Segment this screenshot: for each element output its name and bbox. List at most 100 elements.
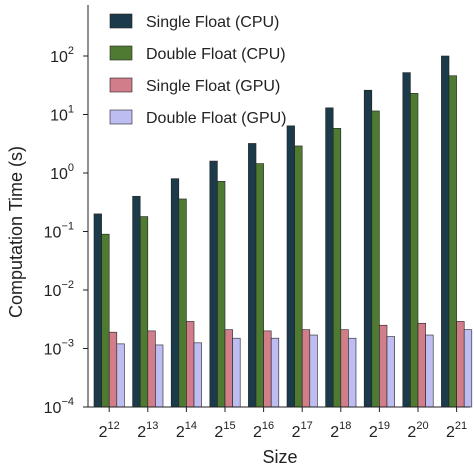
bars-layer (93, 55, 473, 408)
x-tick-base: 2 (407, 424, 416, 441)
bar-s1-c6 (332, 128, 342, 408)
axes-layer (87, 5, 470, 408)
legend-item: Single Float (CPU) (109, 13, 279, 31)
x-tick-exponent: 18 (339, 420, 351, 432)
x-tick-exponent: 15 (223, 420, 235, 432)
x-tick-base: 2 (369, 424, 378, 441)
bar-s1-c3 (217, 181, 226, 408)
bar-s2-c9 (456, 321, 465, 408)
x-tick-label: 212 (99, 420, 120, 441)
x-tick-label: 215 (214, 420, 235, 441)
bar-s0-c4 (248, 143, 257, 408)
legend: Single Float (CPU) Double Float (CPU) Sing… (109, 13, 287, 127)
x-tick-label: 217 (292, 420, 313, 441)
bar-s3-c9 (463, 329, 473, 408)
bar-s1-c0 (101, 233, 110, 408)
x-tick-exponent: 14 (185, 420, 197, 432)
bar-s3-c4 (270, 337, 280, 408)
x-tick-label: 214 (176, 420, 197, 441)
y-tick-exponent: 2 (68, 45, 74, 57)
x-tick-exponent: 16 (262, 420, 274, 432)
legend-label: Single Float (CPU) (146, 14, 279, 31)
x-tick-exponent: 13 (146, 420, 158, 432)
bar-s2-c8 (417, 322, 426, 408)
x-tick-exponent: 21 (455, 420, 467, 432)
y-tick-label: 10−1 (44, 221, 74, 242)
bar-s0-c0 (93, 213, 102, 408)
bar-s2-c1 (147, 330, 156, 408)
x-tick-base: 2 (330, 424, 339, 441)
y-tick-base: 10 (44, 225, 62, 242)
bar-s0-c2 (170, 178, 180, 408)
bar-s3-c6 (348, 337, 357, 408)
y-tick-exponent: 1 (68, 104, 74, 116)
x-tick-label: 218 (330, 420, 351, 441)
x-tick-exponent: 17 (301, 420, 313, 432)
legend-swatch (109, 109, 133, 125)
bar-s0-c6 (325, 107, 334, 408)
bar-s1-c7 (371, 110, 380, 408)
x-tick-label: 221 (446, 420, 467, 441)
bar-s2-c2 (186, 321, 195, 408)
bar-s2-c4 (263, 330, 272, 408)
legend-label: Double Float (GPU) (146, 110, 287, 127)
y-tick-base: 10 (50, 49, 68, 66)
y-tick-exponent: −4 (61, 396, 74, 408)
bar-s3-c0 (116, 343, 125, 408)
legend-item: Double Float (CPU) (109, 45, 286, 63)
x-tick-label: 213 (137, 420, 158, 441)
y-tick-label: 100 (50, 162, 74, 183)
y-axis-label: Computation Time (s) (6, 146, 26, 318)
bar-s1-c5 (294, 145, 303, 408)
x-tick-base: 2 (99, 424, 108, 441)
x-tick-base: 2 (176, 424, 185, 441)
legend-swatch (109, 77, 133, 93)
x-tick-exponent: 19 (378, 420, 390, 432)
y-tick-exponent: 0 (68, 162, 74, 174)
y-tick-label: 10−3 (44, 338, 74, 359)
bar-s3-c8 (425, 334, 434, 408)
legend-swatch (109, 45, 133, 61)
bar-s2-c7 (379, 324, 388, 408)
x-tick-label: 220 (407, 420, 428, 441)
bar-s3-c7 (386, 336, 395, 408)
bar-s0-c5 (286, 125, 295, 408)
y-tick-exponent: −2 (61, 279, 74, 291)
y-tick-label: 102 (50, 45, 74, 66)
x-tick-base: 2 (137, 424, 146, 441)
bar-s1-c9 (448, 75, 457, 408)
bar-s0-c9 (441, 55, 450, 408)
bar-s2-c3 (224, 329, 233, 408)
y-tick-base: 10 (50, 108, 68, 125)
x-tick-base: 2 (446, 424, 455, 441)
y-tick-base: 10 (44, 283, 62, 300)
y-tick-exponent: −1 (61, 221, 74, 233)
bar-s1-c2 (178, 198, 187, 408)
x-tick-label: 216 (253, 420, 274, 441)
bar-s0-c8 (402, 72, 411, 408)
bar-s0-c7 (363, 89, 373, 408)
legend-item: Double Float (GPU) (109, 109, 287, 127)
y-tick-label: 10−4 (44, 396, 74, 417)
y-tick-base: 10 (50, 166, 68, 183)
legend-label: Double Float (CPU) (146, 46, 286, 63)
legend-label: Single Float (GPU) (146, 78, 280, 95)
bar-s1-c1 (139, 216, 149, 408)
bar-s0-c1 (132, 195, 141, 408)
y-tick-label: 10−2 (44, 279, 74, 300)
x-tick-labels: 212 213 214 215 216 217 218 219 220 221 (99, 407, 467, 441)
x-tick-label: 219 (369, 420, 390, 441)
x-tick-exponent: 20 (416, 420, 428, 432)
y-tick-base: 10 (44, 342, 62, 359)
bar-s3-c1 (155, 344, 164, 408)
bar-s1-c4 (255, 163, 264, 408)
bar-s2-c0 (108, 331, 118, 408)
y-tick-exponent: −3 (61, 338, 74, 350)
x-tick-base: 2 (292, 424, 301, 441)
bar-s1-c8 (410, 93, 419, 408)
x-tick-base: 2 (253, 424, 262, 441)
y-tick-label: 101 (50, 104, 74, 125)
bar-s2-c5 (301, 329, 311, 408)
